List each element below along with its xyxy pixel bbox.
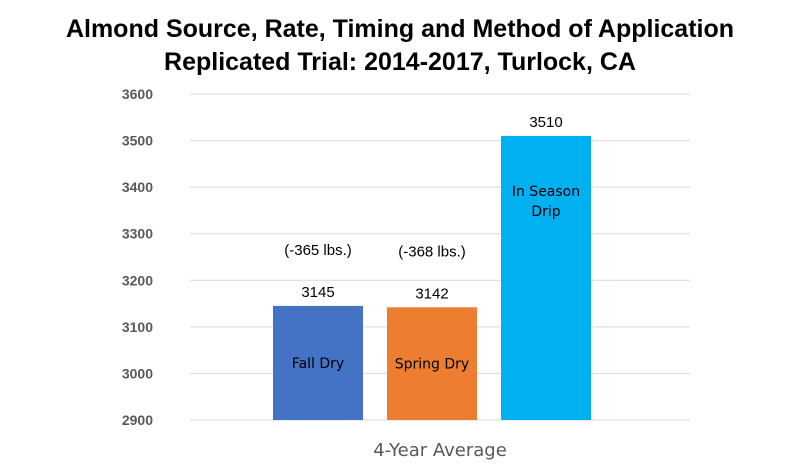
bar-inner-label: Fall Dry: [292, 356, 344, 372]
value-label: 3510: [529, 114, 562, 131]
y-tick-label: 3600: [122, 86, 153, 102]
y-tick-label: 3400: [122, 179, 153, 195]
y-tick-label: 3500: [122, 133, 153, 149]
y-tick-label: 3300: [122, 226, 153, 242]
bar-labels: 3145 (-365 lbs.) Fall Dry 3142 (-368 lbs.) Sp…: [284, 114, 580, 373]
chart-title: Almond Source, Rate, Timing and Method o…: [65, 15, 735, 43]
bar-in-season-drip: [501, 135, 591, 420]
bar-inner-label: Spring Dry: [395, 357, 469, 373]
chart-subtitle: Replicated Trial: 2014-2017, Turlock, CA: [164, 48, 636, 76]
y-tick-label: 3100: [122, 319, 153, 335]
bar-spring-dry: [387, 307, 477, 420]
difference-annotation: (-365 lbs.): [284, 242, 352, 259]
x-category-label: 4-Year Average: [373, 440, 507, 461]
bar-fall-dry: [273, 305, 363, 420]
value-label: 3145: [301, 284, 334, 301]
y-tick-label: 3000: [122, 365, 153, 381]
y-tick-label: 2900: [122, 412, 153, 428]
bars: [273, 135, 591, 420]
bar-inner-label: Drip: [531, 204, 560, 220]
y-axis-ticks: 2900 3000 3100 3200 3300 3400 3500 3600: [122, 86, 153, 428]
y-tick-label: 3200: [122, 272, 153, 288]
bar-inner-label: In Season: [512, 184, 580, 200]
difference-annotation: (-368 lbs.): [398, 243, 466, 260]
value-label: 3142: [415, 285, 448, 302]
